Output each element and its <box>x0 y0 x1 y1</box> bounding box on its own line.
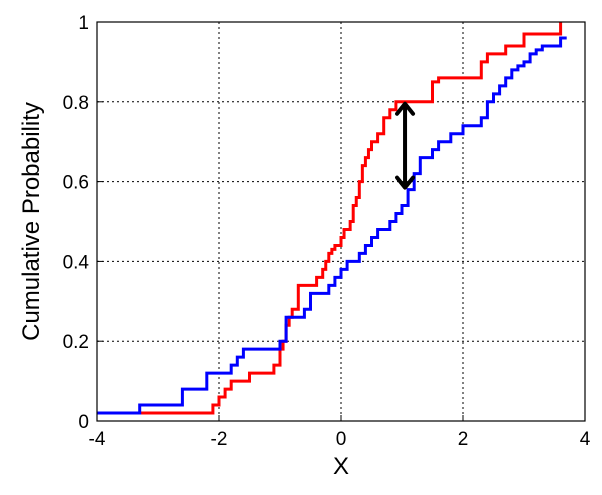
arrow-head-top-0 <box>395 101 416 116</box>
y-axis-label: Cumulative Probability <box>18 102 45 341</box>
y-tick-label-2: 0.4 <box>63 252 90 273</box>
x-tick-label-0: -4 <box>89 429 106 450</box>
y-tick-label-0: 0 <box>78 412 89 433</box>
series-line-1 <box>97 36 567 415</box>
tick-labels: -4 -2 0 2 4 0 0.2 0.4 0.6 0.8 1 <box>63 13 591 450</box>
grid-lines <box>97 22 585 421</box>
x-tick-label-1: -2 <box>211 429 228 450</box>
x-axis-label: X <box>333 453 349 480</box>
y-tick-label-3: 0.6 <box>63 173 89 194</box>
arrow-head-bottom-0 <box>395 175 416 190</box>
series-line-0 <box>97 22 563 415</box>
series-lines <box>97 22 567 415</box>
annotations <box>395 101 416 190</box>
x-tick-label-3: 2 <box>458 429 469 450</box>
y-tick-label-5: 1 <box>78 13 89 34</box>
y-tick-label-1: 0.2 <box>63 332 89 353</box>
x-tick-label-2: 0 <box>336 429 347 450</box>
x-tick-label-4: 4 <box>580 429 591 450</box>
plot-frame <box>96 21 586 422</box>
y-tick-label-4: 0.8 <box>63 93 89 114</box>
